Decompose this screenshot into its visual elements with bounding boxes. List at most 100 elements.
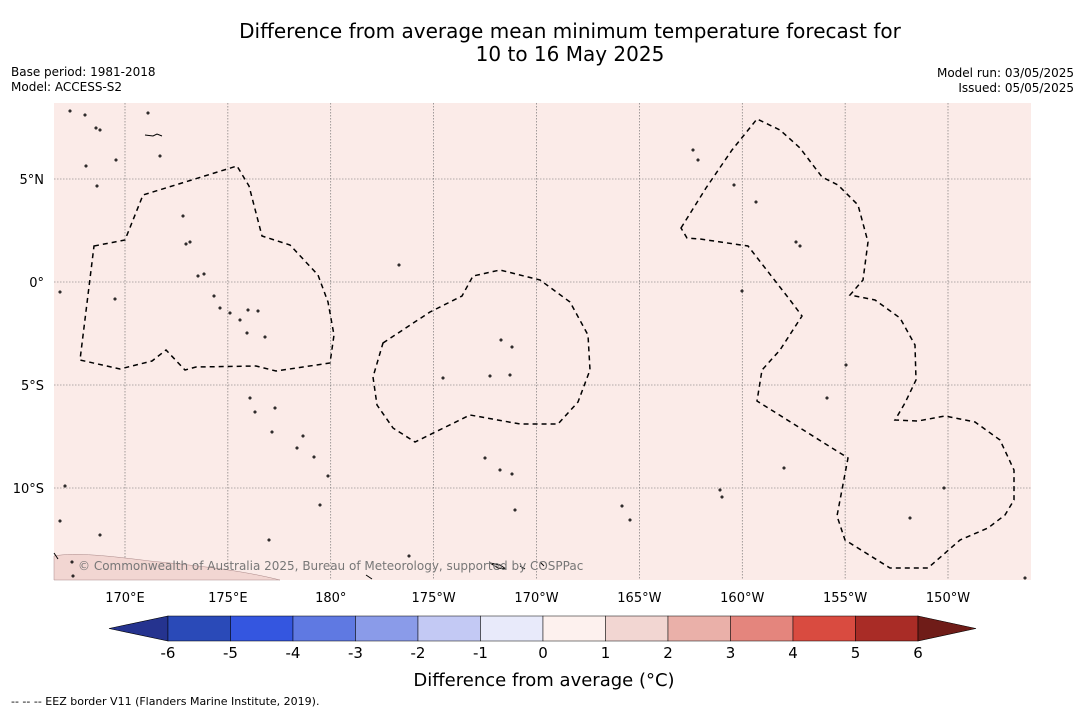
island-outline [98, 128, 102, 132]
colorbar-tick-label: -5 [223, 644, 238, 662]
colorbar-swatch [292, 615, 356, 642]
colorbar-swatch [355, 615, 419, 642]
island-outline [212, 294, 216, 298]
island-outline [273, 406, 277, 410]
island-outline [113, 297, 117, 301]
island-outline [270, 430, 274, 434]
island-outline [754, 200, 758, 204]
lon-label: 160°W [720, 591, 764, 606]
island-outline [908, 516, 912, 520]
island-outline [196, 274, 200, 278]
island-outline [63, 484, 67, 488]
island-outline [58, 519, 62, 523]
model-run: Model run: 03/05/2025 [936, 66, 1074, 80]
island-outline [942, 486, 946, 490]
colorbar-min-extension [108, 615, 169, 642]
lat-label: 10°S [13, 482, 44, 497]
lon-label: 170°W [514, 591, 558, 606]
island-outline [246, 308, 250, 312]
island-outline [510, 345, 514, 349]
island-outline [539, 561, 545, 567]
island-outline [301, 434, 305, 438]
island-outline [732, 183, 736, 187]
colorbar-swatch [730, 615, 794, 642]
colorbar-tick-label: -3 [348, 644, 363, 662]
model-name: Model: ACCESS-S2 [11, 80, 123, 94]
island-outline [397, 263, 401, 267]
island-outline [71, 574, 75, 578]
island-outline [267, 538, 271, 542]
island-outline [519, 565, 526, 570]
latitude-labels: 5°N 0° 5°S 10°S [13, 173, 44, 497]
colorbar-tick-label: 3 [726, 644, 736, 662]
colorbar-swatch [792, 615, 856, 642]
colorbar-tick-label: 6 [913, 644, 923, 662]
colorbar-tick-label: 0 [538, 644, 548, 662]
island-outline [499, 338, 503, 342]
island-outline [238, 318, 242, 322]
island-outline [218, 306, 222, 310]
island-outline [720, 495, 724, 499]
island-outline [740, 289, 744, 293]
island-outline [718, 488, 722, 492]
colorbar [108, 615, 977, 642]
island-outline [510, 472, 514, 476]
island-outline [844, 363, 848, 367]
island-outline [228, 311, 232, 315]
island-outline [628, 518, 632, 522]
colorbar-max-extension [917, 615, 977, 642]
island-outline [825, 396, 829, 400]
colorbar-tick-label: -2 [411, 644, 426, 662]
model-info: Base period: 1981-2018 Model: ACCESS-S2 [11, 65, 156, 95]
colorbar-tick-label: 1 [601, 644, 611, 662]
island-outline [365, 574, 373, 580]
title-line-2: 10 to 16 May 2025 [475, 42, 665, 66]
colorbar-swatch [417, 615, 481, 642]
colorbar-swatch [542, 615, 606, 642]
lon-label: 155°W [823, 591, 867, 606]
island-outline [146, 111, 150, 115]
island-outline [407, 554, 411, 558]
island-outlines [53, 109, 1027, 580]
eez-legend-footnote: -- -- -- EEZ border V11 (Flanders Marine… [11, 695, 320, 708]
colorbar-tick-label: -6 [161, 644, 176, 662]
colorbar-tick-labels: -6 -5 -4 -3 -2 -1 0 1 2 3 4 5 6 [161, 644, 923, 662]
eez-border-tokelau [372, 269, 591, 443]
island-outline [95, 184, 99, 188]
colorbar-tick-label: 4 [788, 644, 798, 662]
land-anomaly-patch [53, 554, 281, 581]
lat-label: 5°S [21, 379, 44, 394]
copyright-notice: © Commonwealth of Australia 2025, Bureau… [78, 559, 583, 573]
lon-label: 165°W [617, 591, 661, 606]
island-outline [513, 508, 517, 512]
island-outline [508, 373, 512, 377]
island-outline [68, 109, 72, 113]
lon-label: 150°W [926, 591, 970, 606]
island-outline [202, 272, 206, 276]
island-outline [188, 240, 192, 244]
issued-date: Issued: 05/05/2025 [958, 81, 1074, 95]
island-outline [441, 376, 445, 380]
eez-borders [79, 118, 1015, 569]
lon-label: 180° [315, 591, 346, 606]
lon-label: 175°W [412, 591, 456, 606]
island-outline [248, 396, 252, 400]
colorbar-tick-label: -4 [286, 644, 301, 662]
map-panel [54, 103, 1031, 580]
island-outline [158, 154, 162, 158]
lon-label: 175°E [208, 591, 248, 606]
island-outline [488, 374, 492, 378]
island-outline [782, 466, 786, 470]
island-outline [245, 331, 249, 335]
island-outline [498, 468, 502, 472]
colorbar-swatch [605, 615, 669, 642]
island-outline [144, 133, 163, 137]
island-outline [94, 126, 98, 130]
colorbar-tick-label: -1 [473, 644, 488, 662]
colorbar-swatch [167, 615, 231, 642]
colorbar-swatch [667, 615, 731, 642]
island-outline [696, 158, 700, 162]
colorbar-swatch [480, 615, 544, 642]
eez-border-line-islands [680, 118, 1015, 569]
